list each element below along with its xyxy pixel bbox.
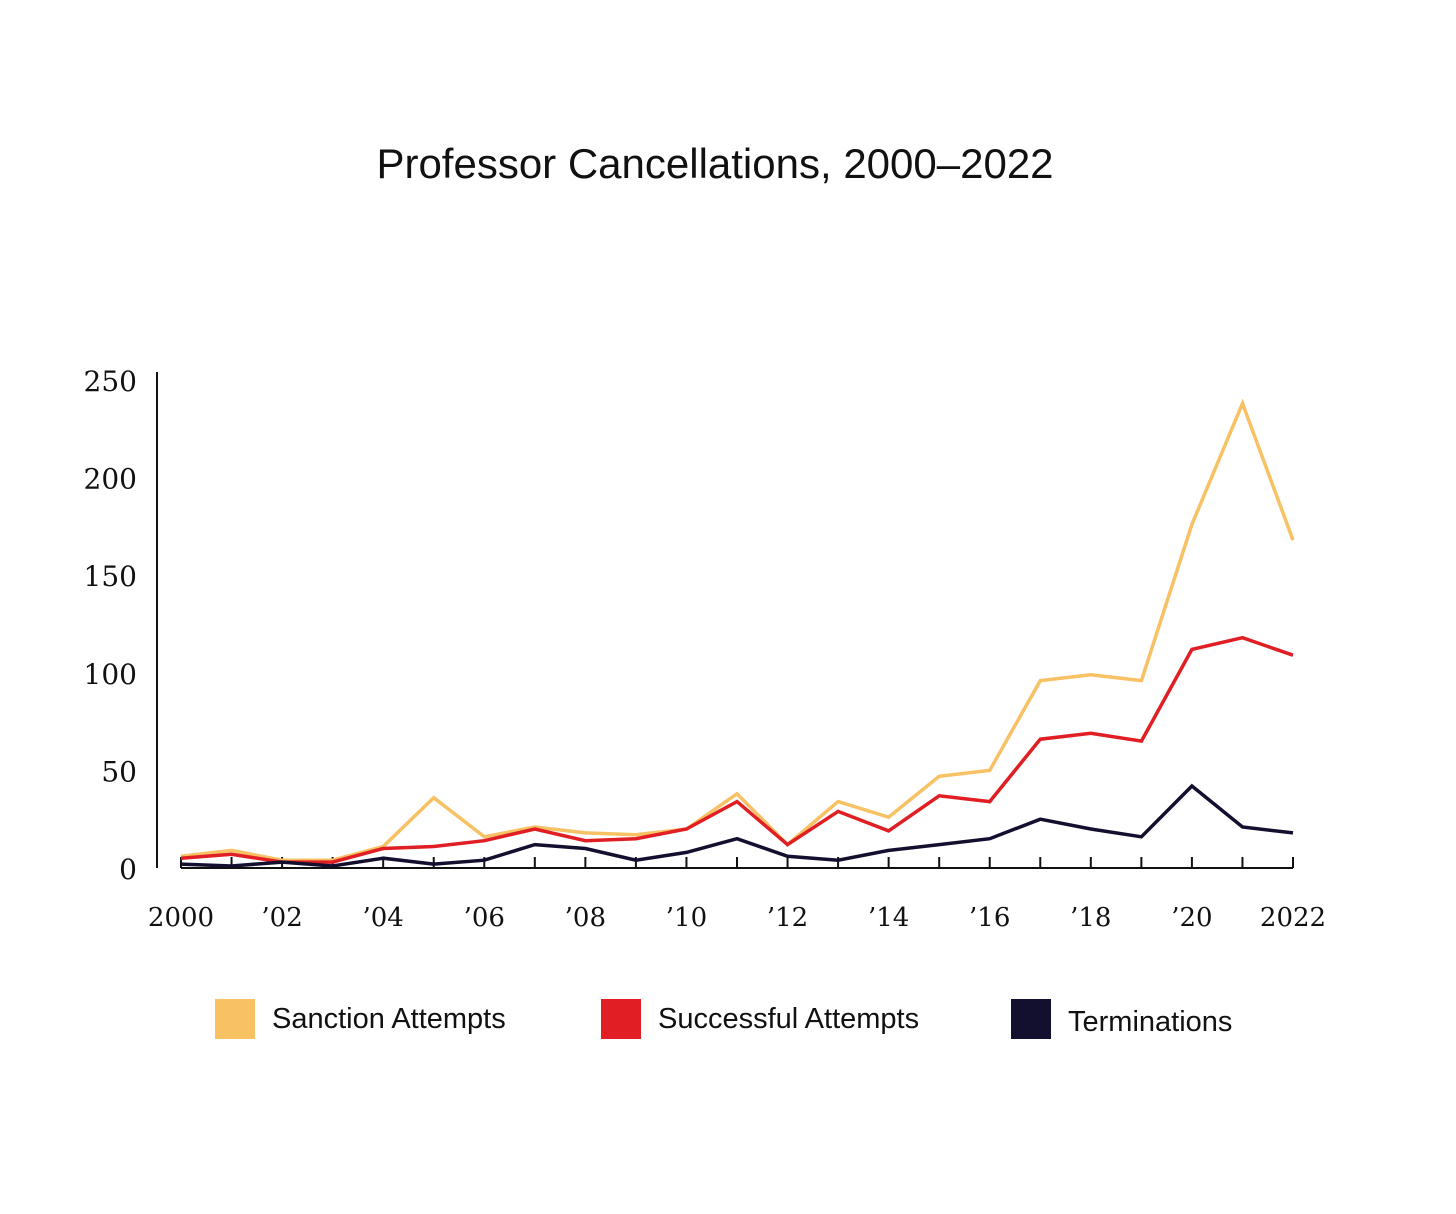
x-tick-label: ’20 — [1171, 903, 1212, 933]
legend-item-sanction-attempts: Sanction Attempts — [215, 999, 506, 1039]
x-tick-label: 2000 — [148, 903, 214, 933]
plot-area: 0 50 100 150 200 250 2000 ’02 ’04 ’06 ’08 ’10 ’12 ’1… — [84, 365, 1327, 933]
y-tick-label: 200 — [84, 463, 137, 496]
legend-label: Terminations — [1068, 1006, 1232, 1038]
series-line-terminations — [180, 783, 1294, 868]
x-tick-label: ’08 — [565, 903, 606, 933]
series-lines — [180, 398, 1295, 868]
legend-swatch — [1011, 999, 1051, 1039]
legend: Sanction Attempts Successful Attempts Term… — [215, 999, 1232, 1039]
y-tick-label: 100 — [84, 658, 137, 691]
x-tick-label: ’04 — [363, 903, 404, 933]
y-tick-label: 0 — [119, 853, 137, 886]
x-tick-label: ’18 — [1070, 903, 1111, 933]
y-tick-label: 250 — [84, 365, 137, 398]
x-tick-label: 2022 — [1260, 903, 1326, 933]
x-tick-label: ’02 — [261, 903, 302, 933]
series-line-sanction-attempts — [180, 398, 1295, 862]
y-axis-ticks: 0 50 100 150 200 250 — [84, 365, 137, 886]
legend-swatch — [601, 999, 641, 1039]
legend-label: Sanction Attempts — [272, 1003, 506, 1035]
chart-title: Professor Cancellations, 2000–2022 — [376, 140, 1053, 187]
x-tick-label: ’10 — [666, 903, 707, 933]
y-tick-label: 150 — [84, 560, 137, 593]
legend-item-terminations: Terminations — [1011, 999, 1232, 1039]
x-axis-ticks: 2000 ’02 ’04 ’06 ’08 ’10 ’12 ’14 ’16 ’18 ’20 2022 — [148, 857, 1326, 933]
legend-swatch — [215, 999, 255, 1039]
legend-label: Successful Attempts — [658, 1003, 919, 1035]
y-tick-label: 50 — [101, 755, 137, 788]
x-tick-label: ’12 — [767, 903, 808, 933]
x-tick-label: ’16 — [969, 903, 1010, 933]
x-tick-label: ’06 — [464, 903, 505, 933]
legend-item-successful-attempts: Successful Attempts — [601, 999, 919, 1039]
series-line-successful-attempts — [180, 635, 1294, 864]
x-tick-label: ’14 — [868, 903, 909, 933]
